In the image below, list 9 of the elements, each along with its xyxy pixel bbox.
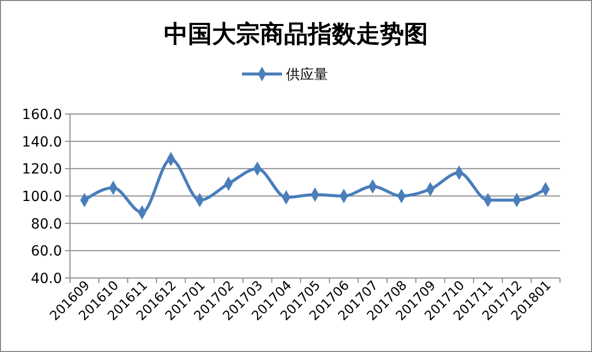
legend-label: 供应量 — [286, 67, 328, 83]
y-tick-label: 60.0 — [30, 244, 62, 260]
chart-title: 中国大宗商品指数走势图 — [164, 19, 428, 48]
y-tick-label: 140.0 — [22, 134, 62, 150]
y-tick-label: 160.0 — [22, 107, 62, 123]
y-tick-label: 40.0 — [30, 271, 62, 287]
y-tick-label: 80.0 — [30, 216, 62, 232]
y-tick-label: 100.0 — [22, 189, 62, 205]
y-tick-label: 120.0 — [22, 162, 62, 178]
